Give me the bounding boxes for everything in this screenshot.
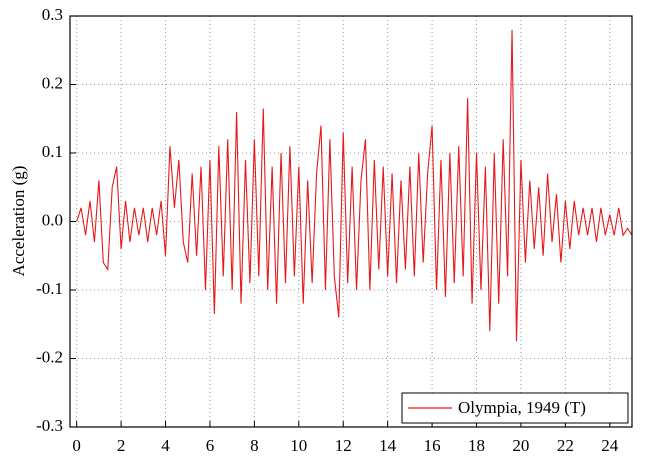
y-tick-label: -0.1 xyxy=(36,279,63,298)
data-line xyxy=(76,29,633,342)
y-tick-label: 0.3 xyxy=(42,5,63,24)
x-tick-label: 22 xyxy=(557,436,574,455)
legend-label: Olympia, 1949 (T) xyxy=(458,398,586,417)
x-tick-label: 18 xyxy=(468,436,485,455)
y-tick-label: 0.2 xyxy=(42,73,63,92)
x-tick-label: 2 xyxy=(117,436,126,455)
x-tick-label: 10 xyxy=(290,436,307,455)
x-tick-label: 12 xyxy=(335,436,352,455)
x-tick-label: 0 xyxy=(72,436,81,455)
y-tick-label: 0.0 xyxy=(42,210,63,229)
y-tick-label: -0.3 xyxy=(36,416,63,435)
x-tick-label: 20 xyxy=(512,436,529,455)
x-tick-label: 6 xyxy=(206,436,215,455)
x-tick-label: 24 xyxy=(601,436,619,455)
x-tick-label: 4 xyxy=(161,436,170,455)
x-tick-label: 16 xyxy=(424,436,441,455)
x-tick-label: 14 xyxy=(379,436,397,455)
y-axis-label: Acceleration (g) xyxy=(9,166,28,277)
x-tick-label: 8 xyxy=(250,436,259,455)
plot-frame xyxy=(69,15,633,428)
y-tick-label: -0.2 xyxy=(36,347,63,366)
y-tick-label: 0.1 xyxy=(42,142,63,161)
